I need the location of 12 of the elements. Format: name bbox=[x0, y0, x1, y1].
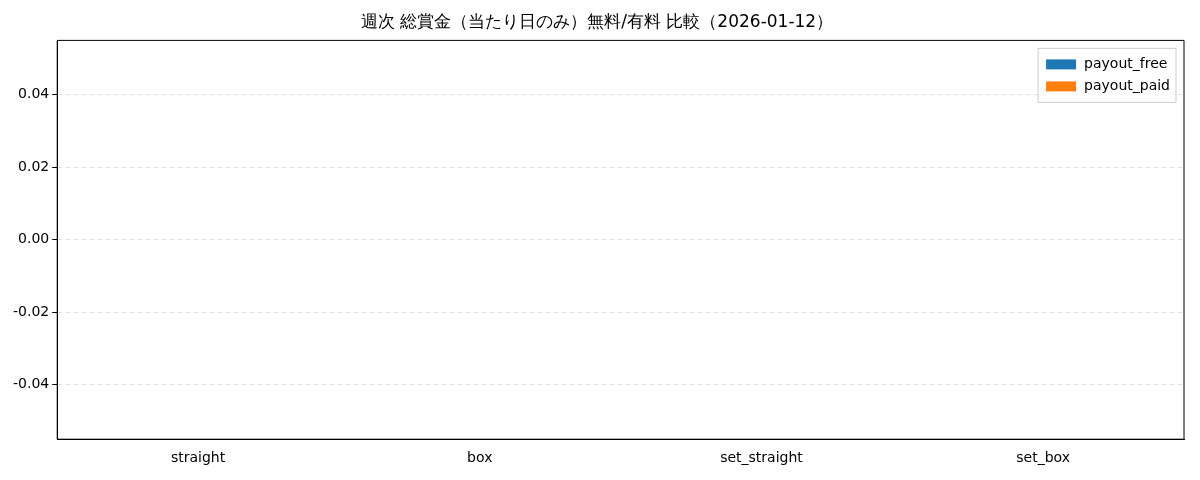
x-tick-label: set_box bbox=[1016, 449, 1070, 466]
y-tick-label: -0.04 bbox=[12, 375, 50, 392]
y-tick-label: -0.02 bbox=[12, 302, 50, 319]
x-tick-label: set_straight bbox=[720, 449, 804, 466]
y-tick-label: 0.04 bbox=[18, 85, 50, 102]
x-tick-label: box bbox=[467, 449, 493, 466]
legend-label: payout_free bbox=[1084, 55, 1168, 72]
chart-title: 週次 総賞金（当たり日のみ）無料/有料 比較（2026-01-12） bbox=[360, 10, 834, 31]
y-tick-label: 0.00 bbox=[18, 230, 50, 247]
x-tick-label: straight bbox=[170, 449, 226, 466]
y-tick-label: 0.02 bbox=[18, 157, 50, 174]
legend-label: payout_paid bbox=[1084, 77, 1170, 94]
